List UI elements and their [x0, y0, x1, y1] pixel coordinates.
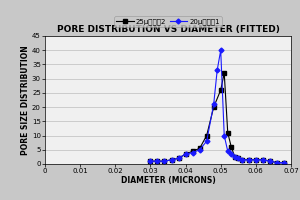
- 20μ实施儖1: [148, 160, 152, 162]
- 25μ实施儖2: [230, 146, 233, 148]
- 25μ实施儖2: [205, 134, 208, 137]
- 20μ实施儖1: [163, 160, 166, 162]
- 25μ实施儖2: [268, 160, 272, 162]
- 20μ实施儖1: [275, 161, 279, 164]
- 25μ实施儖2: [163, 160, 166, 162]
- 25μ实施儖2: [236, 157, 240, 160]
- 20μ实施儖1: [282, 161, 286, 164]
- X-axis label: DIAMETER (MICRONS): DIAMETER (MICRONS): [121, 176, 215, 185]
- 25μ实施儖2: [222, 72, 226, 74]
- 20μ实施儖1: [191, 151, 194, 154]
- 25μ实施儖2: [226, 132, 230, 134]
- 20μ实施儖1: [177, 157, 180, 160]
- 20μ实施儖1: [198, 149, 201, 151]
- 25μ实施儖2: [275, 161, 279, 164]
- 25μ实施儖2: [191, 150, 194, 152]
- 25μ实施儖2: [233, 156, 237, 158]
- 20μ实施儖1: [184, 153, 188, 155]
- 20μ实施儖1: [254, 159, 258, 161]
- Title: PORE DISTRIBUTION VS DIAMETER (FITTED): PORE DISTRIBUTION VS DIAMETER (FITTED): [57, 25, 279, 34]
- 20μ实施儖1: [212, 103, 215, 105]
- 20μ实施儖1: [170, 159, 173, 161]
- 25μ实施儖2: [240, 159, 244, 161]
- 25μ实施儖2: [219, 89, 223, 91]
- 20μ实施儖1: [156, 160, 159, 162]
- 20μ实施儖1: [240, 159, 244, 161]
- 25μ实施儖2: [247, 159, 250, 161]
- 25μ实施儖2: [148, 160, 152, 162]
- 20μ实施儖1: [219, 49, 223, 51]
- 20μ实施儖1: [247, 159, 250, 161]
- 20μ实施儖1: [233, 156, 237, 158]
- 20μ实施儖1: [261, 159, 265, 161]
- Line: 20μ实施儖1: 20μ实施儖1: [149, 48, 286, 164]
- 25μ实施儖2: [261, 159, 265, 161]
- 20μ实施儖1: [230, 153, 233, 155]
- Legend: 25μ实施儖2, 20μ实施儖1: 25μ实施儖2, 20μ实施儖1: [114, 16, 222, 27]
- 25μ实施儖2: [282, 161, 286, 164]
- 20μ实施儖1: [222, 134, 226, 137]
- 25μ实施儖2: [184, 153, 188, 155]
- 25μ实施儖2: [177, 157, 180, 160]
- 25μ实施儖2: [198, 147, 201, 150]
- Line: 25μ实施儖2: 25μ实施儖2: [149, 71, 286, 164]
- 20μ实施儖1: [268, 160, 272, 162]
- Y-axis label: PORE SIZE DISTRIBUTION: PORE SIZE DISTRIBUTION: [21, 45, 30, 155]
- 25μ实施儖2: [254, 159, 258, 161]
- 25μ实施儖2: [156, 160, 159, 162]
- 20μ实施儖1: [226, 150, 230, 152]
- 25μ实施儖2: [170, 159, 173, 161]
- 25μ实施儖2: [212, 106, 215, 108]
- 20μ实施儖1: [215, 69, 219, 71]
- 20μ实施儖1: [236, 157, 240, 160]
- 20μ实施儖1: [205, 140, 208, 142]
